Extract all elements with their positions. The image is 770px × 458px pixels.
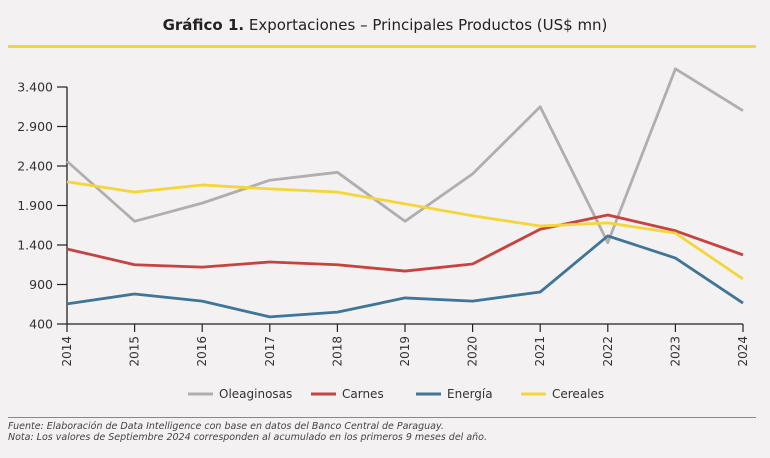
x-tick-label: 2020	[466, 336, 480, 367]
y-tick-label: 400	[29, 317, 53, 332]
y-tick-label: 1.400	[17, 238, 53, 253]
footer-divider	[8, 417, 756, 418]
title-underline	[8, 45, 756, 48]
chart-title: Gráfico 1. Exportaciones – Principales P…	[0, 16, 770, 34]
series-line-cereales	[66, 180, 744, 281]
x-tick-label: 2018	[330, 336, 344, 367]
y-tick-label: 2.900	[17, 119, 53, 134]
x-tick-label: 2022	[601, 336, 615, 367]
footer-note: Nota: Los valores de Septiembre 2024 cor…	[8, 432, 488, 443]
legend-label: Oleaginosas	[219, 387, 292, 401]
x-tick-label: 2014	[60, 336, 74, 367]
x-tick-label: 2016	[195, 336, 209, 367]
series-line-oleaginosas	[66, 67, 744, 245]
x-tick-label: 2017	[263, 336, 277, 367]
legend-label: Cereales	[552, 387, 604, 401]
chart-title-bold: Gráfico 1.	[162, 16, 245, 34]
footer: Fuente: Elaboración de Data Intelligence…	[8, 421, 487, 443]
y-tick-label: 900	[29, 277, 53, 292]
series-line-carnes	[66, 213, 744, 273]
x-tick-label: 2019	[398, 336, 412, 367]
legend-label: Carnes	[342, 387, 384, 401]
x-tick-label: 2021	[533, 336, 547, 367]
legend-label: Energía	[447, 387, 493, 401]
y-tick-label: 2.400	[17, 159, 53, 174]
y-tick-label: 3.400	[17, 80, 53, 95]
chart-title-text: Exportaciones – Principales Productos (U…	[244, 16, 608, 34]
series-line-energía	[66, 234, 744, 319]
x-tick-label: 2024	[736, 336, 750, 367]
footer-source: Fuente: Elaboración de Data Intelligence…	[8, 421, 444, 432]
y-tick-label: 1.900	[17, 198, 53, 213]
x-tick-label: 2023	[668, 336, 682, 367]
x-tick-label: 2015	[128, 336, 142, 367]
